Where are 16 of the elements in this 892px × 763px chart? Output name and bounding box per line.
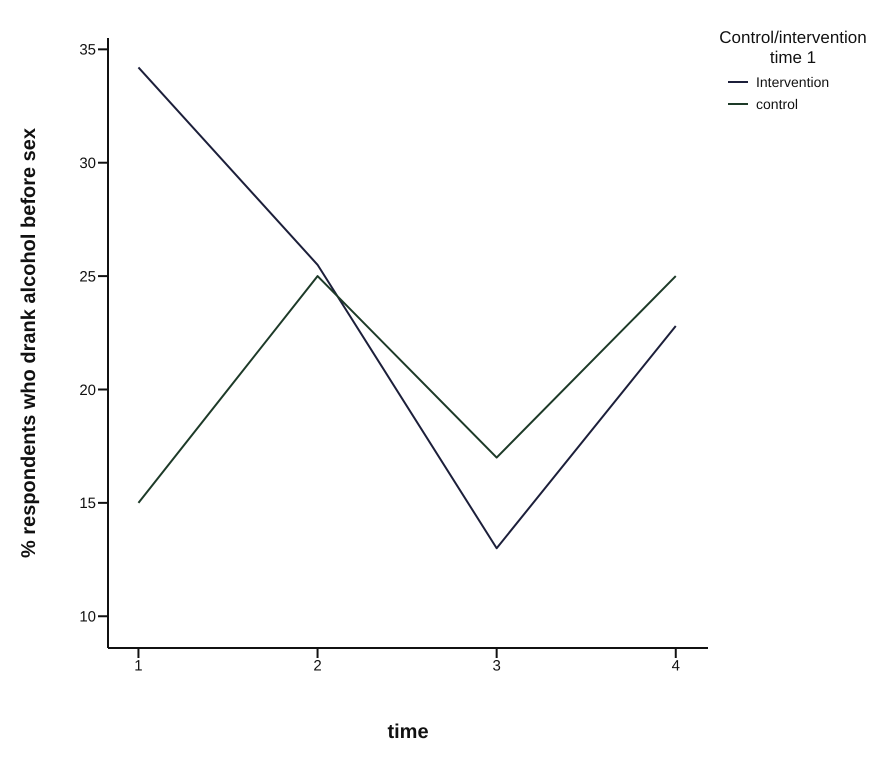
y-tick-label: 10 — [79, 608, 96, 626]
legend-label: Intervention — [756, 74, 830, 90]
x-tick-label: 4 — [672, 658, 680, 675]
y-tick-label: 35 — [79, 42, 96, 59]
legend-title: Control/intervention time 1 — [718, 28, 868, 68]
x-axis-title: time — [387, 721, 429, 743]
legend-label: control — [756, 96, 798, 112]
y-axis-title: % respondents who drank alcohol before sex — [18, 128, 40, 558]
y-tick-label: 15 — [79, 495, 96, 512]
y-tick-label: 20 — [79, 382, 96, 399]
line-series — [137, 66, 677, 550]
y-tick-label: 30 — [79, 155, 96, 172]
x-tick-label: 2 — [313, 658, 322, 675]
x-tick-label: 1 — [134, 658, 143, 675]
x-tick-label: 3 — [492, 658, 501, 675]
y-tick-label: 25 — [79, 268, 96, 286]
